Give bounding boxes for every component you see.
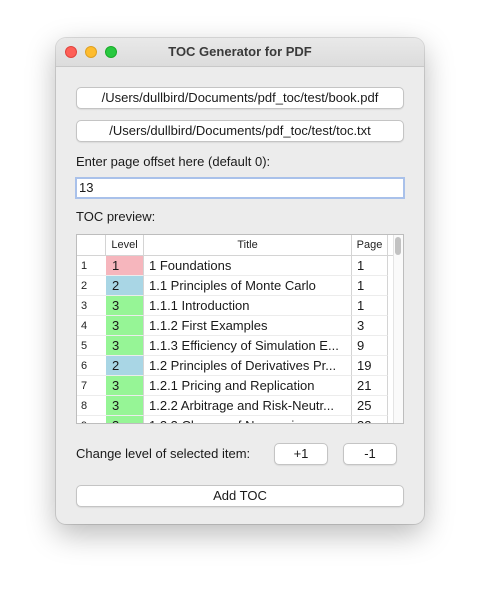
row-number: 7 bbox=[77, 376, 106, 396]
pdf-file-button[interactable]: /Users/dullbird/Documents/pdf_toc/test/b… bbox=[76, 87, 404, 109]
offset-label: Enter page offset here (default 0): bbox=[76, 154, 271, 169]
page-cell[interactable]: 21 bbox=[352, 376, 388, 396]
title-cell[interactable]: 1 Foundations bbox=[144, 256, 352, 276]
page-cell[interactable]: 9 bbox=[352, 336, 388, 356]
title-cell[interactable]: 1.2.1 Pricing and Replication bbox=[144, 376, 352, 396]
table-row[interactable]: 7 3 1.2.1 Pricing and Replication 21 bbox=[77, 376, 395, 396]
scrollbar-thumb[interactable] bbox=[395, 237, 401, 255]
page-cell[interactable]: 1 bbox=[352, 256, 388, 276]
title-bar: TOC Generator for PDF bbox=[56, 38, 424, 67]
title-cell[interactable]: 1.1.2 First Examples bbox=[144, 316, 352, 336]
title-cell[interactable]: 1.2 Principles of Derivatives Pr... bbox=[144, 356, 352, 376]
row-number: 6 bbox=[77, 356, 106, 376]
page-column-header[interactable]: Page bbox=[352, 235, 388, 255]
table-row[interactable]: 5 3 1.1.3 Efficiency of Simulation E... 9 bbox=[77, 336, 395, 356]
level-cell[interactable]: 3 bbox=[106, 296, 144, 316]
page-cell[interactable]: 19 bbox=[352, 356, 388, 376]
title-cell[interactable]: 1.2.3 Change of Numeraire bbox=[144, 416, 352, 423]
row-number: 9 bbox=[77, 416, 106, 423]
title-cell[interactable]: 1.2.2 Arbitrage and Risk-Neutr... bbox=[144, 396, 352, 416]
level-cell[interactable]: 1 bbox=[106, 256, 144, 276]
level-cell[interactable]: 3 bbox=[106, 396, 144, 416]
vertical-scrollbar[interactable] bbox=[393, 235, 403, 423]
page-cell[interactable]: 3 bbox=[352, 316, 388, 336]
title-cell[interactable]: 1.1 Principles of Monte Carlo bbox=[144, 276, 352, 296]
level-cell[interactable]: 3 bbox=[106, 416, 144, 423]
table-row[interactable]: 931.2.3 Change of Numeraire32 bbox=[77, 416, 395, 423]
increase-level-button[interactable]: +1 bbox=[274, 443, 328, 465]
level-cell[interactable]: 2 bbox=[106, 356, 144, 376]
decrease-level-button[interactable]: -1 bbox=[343, 443, 397, 465]
level-column-header[interactable]: Level bbox=[106, 235, 144, 255]
row-number: 8 bbox=[77, 396, 106, 416]
row-number: 3 bbox=[77, 296, 106, 316]
title-cell[interactable]: 1.1.3 Efficiency of Simulation E... bbox=[144, 336, 352, 356]
app-window: TOC Generator for PDF /Users/dullbird/Do… bbox=[56, 38, 424, 524]
row-number: 4 bbox=[77, 316, 106, 336]
page-cell[interactable]: 1 bbox=[352, 276, 388, 296]
zoom-window-button[interactable] bbox=[105, 46, 117, 58]
change-level-label: Change level of selected item: bbox=[76, 446, 251, 461]
corner-header bbox=[77, 235, 106, 255]
add-toc-button[interactable]: Add TOC bbox=[76, 485, 404, 507]
page-cell[interactable]: 1 bbox=[352, 296, 388, 316]
level-cell[interactable]: 3 bbox=[106, 316, 144, 336]
table-row[interactable]: 2 2 1.1 Principles of Monte Carlo 1 bbox=[77, 276, 395, 296]
close-window-button[interactable] bbox=[65, 46, 77, 58]
table-row[interactable]: 4 3 1.1.2 First Examples 3 bbox=[77, 316, 395, 336]
page-offset-input[interactable]: 13 bbox=[75, 177, 405, 199]
toc-file-button[interactable]: /Users/dullbird/Documents/pdf_toc/test/t… bbox=[76, 120, 404, 142]
row-number: 5 bbox=[77, 336, 106, 356]
minimize-window-button[interactable] bbox=[85, 46, 97, 58]
level-cell[interactable]: 3 bbox=[106, 376, 144, 396]
title-column-header[interactable]: Title bbox=[144, 235, 352, 255]
level-cell[interactable]: 3 bbox=[106, 336, 144, 356]
table-row[interactable]: 6 2 1.2 Principles of Derivatives Pr... 19 bbox=[77, 356, 395, 376]
table-row[interactable]: 3 3 1.1.1 Introduction 1 bbox=[77, 296, 395, 316]
toc-preview-label: TOC preview: bbox=[76, 209, 156, 224]
level-cell[interactable]: 2 bbox=[106, 276, 144, 296]
row-number: 1 bbox=[77, 256, 106, 276]
page-cell[interactable]: 25 bbox=[352, 396, 388, 416]
window-title: TOC Generator for PDF bbox=[168, 44, 312, 59]
table-row[interactable]: 8 3 1.2.2 Arbitrage and Risk-Neutr... 25 bbox=[77, 396, 395, 416]
table-header: Level Title Page bbox=[77, 235, 403, 256]
title-cell[interactable]: 1.1.1 Introduction bbox=[144, 296, 352, 316]
row-number: 2 bbox=[77, 276, 106, 296]
page-cell[interactable]: 32 bbox=[352, 416, 388, 423]
